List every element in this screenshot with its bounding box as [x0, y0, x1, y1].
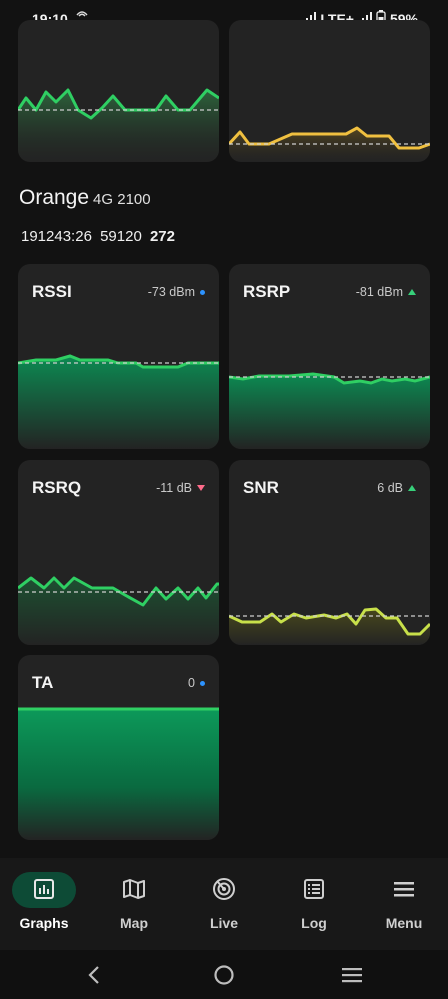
rsrq-graph — [18, 576, 219, 645]
rssi-label: RSSI — [32, 282, 72, 301]
rsrq-value-text: -11 dB — [156, 481, 192, 495]
nav-map-pill — [102, 872, 166, 908]
graph-card-rssi[interactable]: RSSI -73 dBm — [18, 264, 219, 449]
nav-menu[interactable]: Menu — [366, 872, 442, 931]
rsrp-label: RSRP — [243, 282, 291, 301]
nav-live-label: Live — [209, 915, 238, 931]
bar-chart-icon — [33, 878, 55, 903]
graph-card-top-right[interactable] — [229, 20, 430, 162]
nav-log[interactable]: Log — [276, 872, 352, 931]
recents-icon[interactable] — [341, 966, 363, 989]
nav-log-label: Log — [301, 915, 327, 931]
rssi-value: -73 dBm — [148, 285, 205, 299]
graph-card-ta[interactable]: TA 0 — [18, 655, 219, 840]
snr-value-text: 6 dB — [377, 481, 403, 495]
cell-info: 191243:26 59120 272 — [21, 228, 175, 245]
list-icon — [303, 878, 325, 903]
map-icon — [122, 878, 146, 903]
graph-card-top-left[interactable] — [18, 20, 219, 162]
ta-graph — [18, 707, 219, 840]
trend-down-icon — [197, 485, 205, 491]
rsrq-label: RSRQ — [32, 478, 82, 497]
graph-card-rsrq[interactable]: RSRQ -11 dB — [18, 460, 219, 645]
top-right-graph — [229, 126, 430, 162]
nav-map-label: Map — [120, 915, 148, 931]
cell-id: 191243:26 — [21, 228, 92, 245]
stable-dot-icon — [200, 680, 205, 686]
trend-up-icon — [408, 485, 416, 491]
rsrp-value: -81 dBm — [356, 285, 416, 299]
snr-label: SNR — [243, 478, 279, 497]
nav-map[interactable]: Map — [96, 872, 172, 931]
snr-value: 6 dB — [377, 481, 416, 495]
rssi-value-text: -73 dBm — [147, 285, 195, 299]
rsrp-graph — [229, 372, 430, 449]
snr-graph — [229, 607, 430, 645]
bottom-navigation: Graphs Map Live Log Menu — [0, 858, 448, 950]
hamburger-icon — [392, 879, 416, 902]
nav-log-pill — [282, 872, 346, 908]
system-navigation — [0, 950, 448, 999]
nav-graphs[interactable]: Graphs — [6, 872, 82, 931]
operator-name: Orange — [19, 186, 90, 209]
tac: 59120 — [100, 228, 142, 245]
rsrq-value: -11 dB — [156, 481, 205, 495]
nav-menu-pill — [372, 872, 436, 908]
nav-live[interactable]: Live — [186, 872, 262, 931]
operator-title: Orange 4G 2100 — [19, 186, 151, 210]
nav-live-pill — [192, 872, 256, 908]
top-left-graph — [18, 88, 219, 162]
radar-icon — [212, 877, 236, 904]
pci: 272 — [149, 228, 175, 245]
rsrp-value-text: -81 dBm — [355, 285, 403, 299]
back-icon[interactable] — [86, 964, 102, 991]
nav-graphs-label: Graphs — [19, 915, 69, 931]
ta-label: TA — [32, 673, 54, 692]
rssi-graph — [18, 354, 219, 449]
nav-menu-label: Menu — [385, 915, 423, 931]
operator-technology: 4G 2100 — [93, 191, 151, 208]
graph-card-snr[interactable]: SNR 6 dB — [229, 460, 430, 645]
stable-dot-icon — [200, 289, 205, 295]
trend-up-icon — [408, 289, 416, 295]
ta-value: 0 — [188, 676, 205, 690]
ta-value-text: 0 — [188, 676, 195, 690]
home-icon[interactable] — [213, 964, 235, 991]
nav-graphs-pill — [12, 872, 76, 908]
graph-card-rsrp[interactable]: RSRP -81 dBm — [229, 264, 430, 449]
